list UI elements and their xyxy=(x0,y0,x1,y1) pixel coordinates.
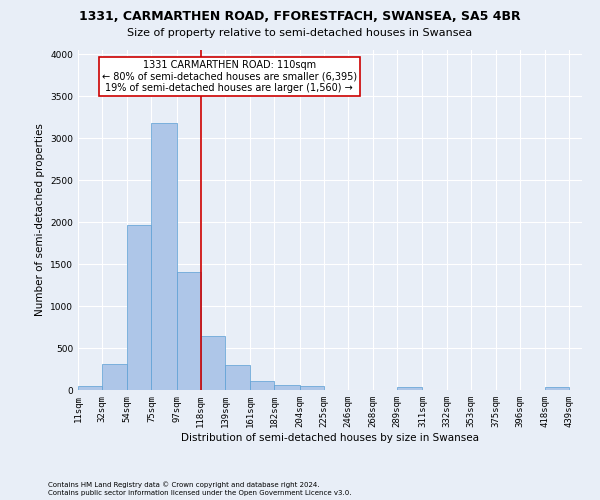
Text: 1331 CARMARTHEN ROAD: 110sqm
← 80% of semi-detached houses are smaller (6,395)
1: 1331 CARMARTHEN ROAD: 110sqm ← 80% of se… xyxy=(101,60,357,94)
Text: Contains HM Land Registry data © Crown copyright and database right 2024.: Contains HM Land Registry data © Crown c… xyxy=(48,481,320,488)
Text: 1331, CARMARTHEN ROAD, FFORESTFACH, SWANSEA, SA5 4BR: 1331, CARMARTHEN ROAD, FFORESTFACH, SWAN… xyxy=(79,10,521,23)
Bar xyxy=(397,388,422,390)
Text: Size of property relative to semi-detached houses in Swansea: Size of property relative to semi-detach… xyxy=(127,28,473,38)
Bar xyxy=(78,386,102,390)
Text: Contains public sector information licensed under the Open Government Licence v3: Contains public sector information licen… xyxy=(48,490,352,496)
X-axis label: Distribution of semi-detached houses by size in Swansea: Distribution of semi-detached houses by … xyxy=(181,432,479,442)
Bar xyxy=(545,388,569,390)
Bar xyxy=(250,381,274,390)
Bar xyxy=(201,336,225,390)
Bar xyxy=(151,124,177,390)
Bar xyxy=(127,224,151,390)
Y-axis label: Number of semi-detached properties: Number of semi-detached properties xyxy=(35,124,44,316)
Bar xyxy=(102,364,127,390)
Bar xyxy=(225,365,250,390)
Bar xyxy=(274,384,299,390)
Bar xyxy=(299,386,323,390)
Bar xyxy=(177,272,201,390)
